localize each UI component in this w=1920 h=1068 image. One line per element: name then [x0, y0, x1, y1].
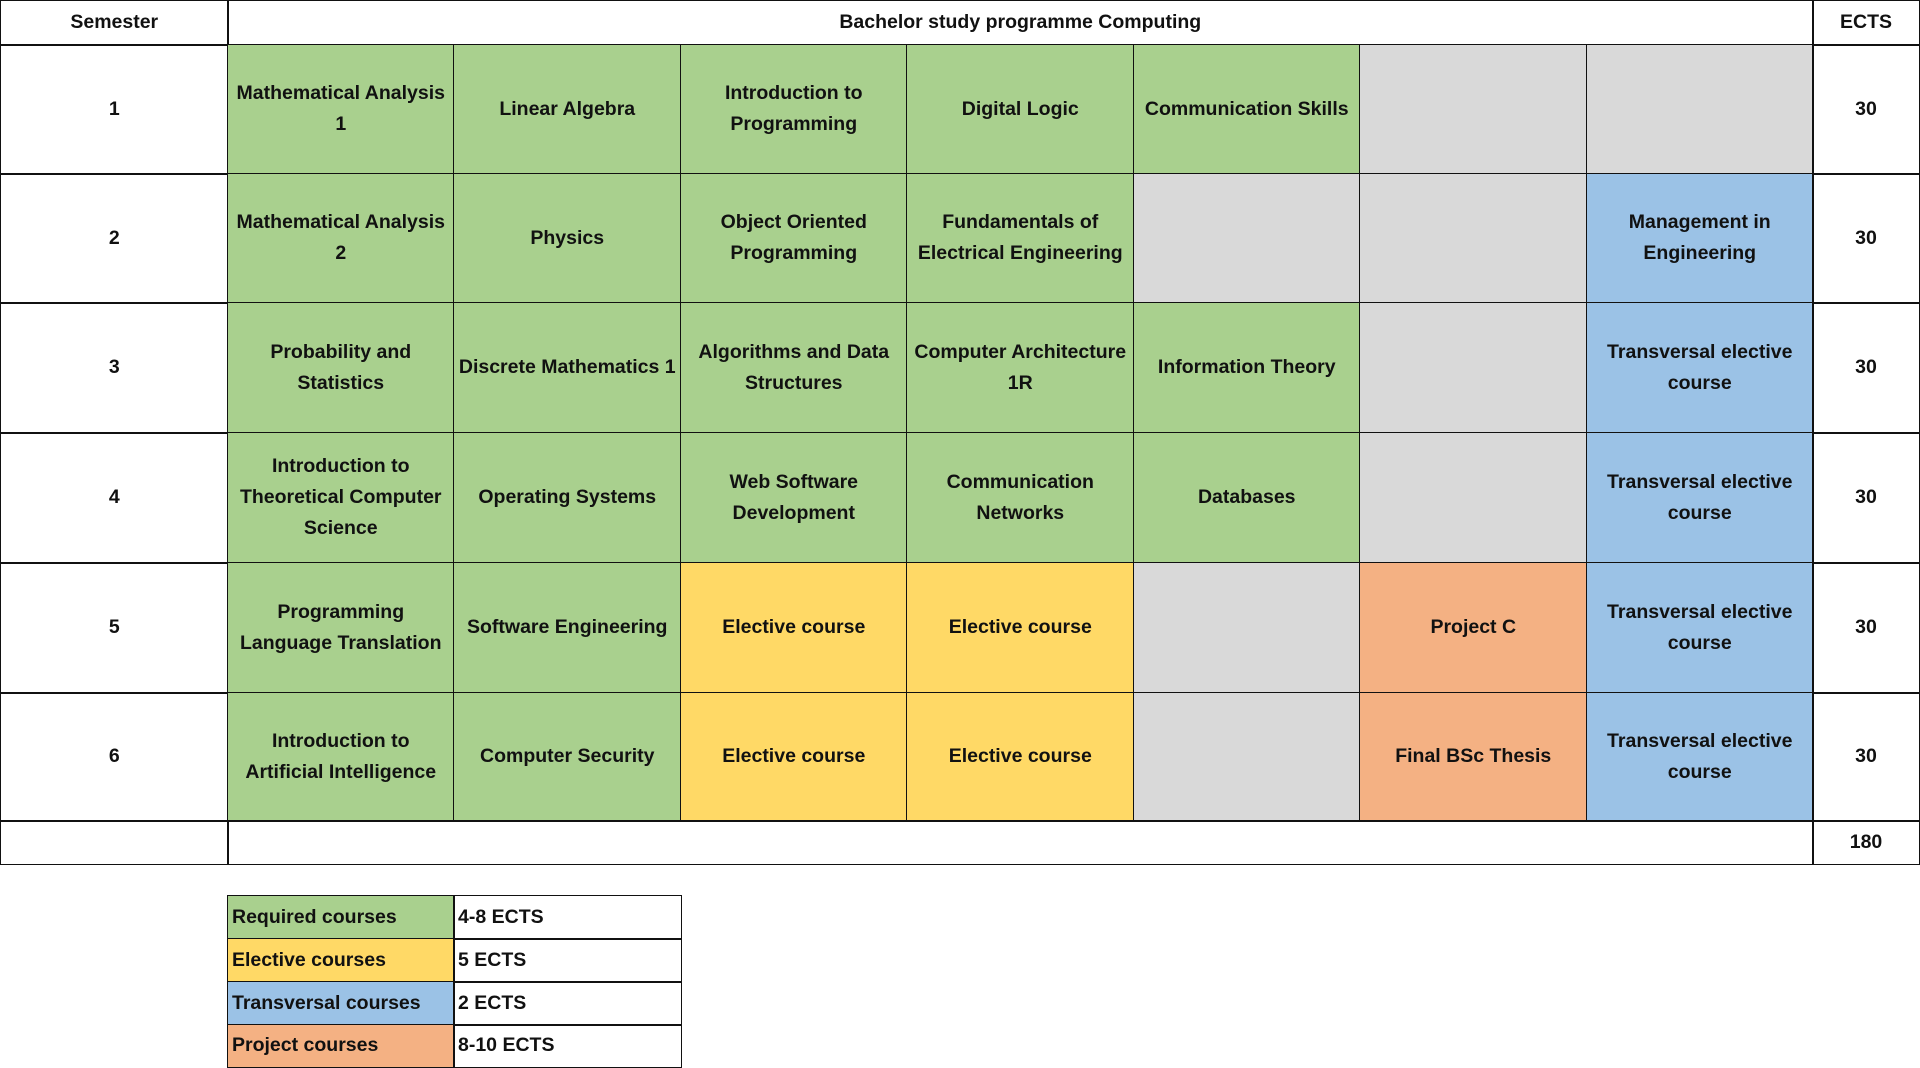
course-cell: Linear Algebra	[453, 44, 682, 175]
empty-cell	[1133, 562, 1361, 694]
legend-label: Project courses	[227, 1024, 455, 1068]
course-cell: Web Software Development	[680, 432, 908, 564]
semester-number: 3	[0, 302, 229, 434]
course-cell: Computer Architecture 1R	[906, 302, 1135, 434]
course-cell: Elective course	[680, 562, 908, 694]
semester-ects: 30	[1812, 302, 1920, 434]
semester-number: 6	[0, 692, 229, 822]
course-cell: Transversal elective course	[1586, 692, 1814, 822]
course-cell: Computer Security	[453, 692, 682, 822]
legend-label: Transversal courses	[227, 981, 455, 1026]
semester-number: 2	[0, 173, 229, 304]
course-cell: Operating Systems	[453, 432, 682, 564]
legend-value: 2 ECTS	[453, 981, 682, 1026]
course-cell: Introduction to Artificial Intelligence	[227, 692, 455, 822]
legend-label: Elective courses	[227, 938, 455, 983]
total-ects: 180	[1812, 820, 1920, 865]
course-cell: Communication Networks	[906, 432, 1135, 564]
course-cell: Transversal elective course	[1586, 302, 1814, 434]
total-spacer	[227, 820, 1814, 865]
course-cell: Probability and Statistics	[227, 302, 455, 434]
legend-label: Required courses	[227, 895, 455, 940]
semester-ects: 30	[1812, 173, 1920, 304]
course-cell: Transversal elective course	[1586, 562, 1814, 694]
semester-ects: 30	[1812, 432, 1920, 564]
empty-cell	[1359, 44, 1588, 175]
empty-cell	[1133, 173, 1361, 304]
empty-cell	[1133, 692, 1361, 822]
empty-cell	[1359, 302, 1588, 434]
empty-cell	[1359, 173, 1588, 304]
empty-cell	[1359, 432, 1588, 564]
course-cell: Management in Engineering	[1586, 173, 1814, 304]
legend-value: 4-8 ECTS	[453, 895, 682, 940]
semester-number: 4	[0, 432, 229, 564]
course-cell: Project C	[1359, 562, 1588, 694]
course-cell: Discrete Mathematics 1	[453, 302, 682, 434]
course-cell: Programming Language Translation	[227, 562, 455, 694]
course-cell: Elective course	[680, 692, 908, 822]
course-cell: Physics	[453, 173, 682, 304]
course-cell: Final BSc Thesis	[1359, 692, 1588, 822]
course-cell: Algorithms and Data Structures	[680, 302, 908, 434]
semester-number: 5	[0, 562, 229, 694]
empty-cell	[1586, 44, 1814, 175]
course-cell: Communication Skills	[1133, 44, 1361, 175]
semester-number: 1	[0, 44, 229, 175]
legend-value: 8-10 ECTS	[453, 1024, 682, 1068]
course-cell: Mathematical Analysis 2	[227, 173, 455, 304]
course-cell: Databases	[1133, 432, 1361, 564]
semester-ects: 30	[1812, 44, 1920, 175]
course-cell: Digital Logic	[906, 44, 1135, 175]
course-cell: Introduction to Programming	[680, 44, 908, 175]
course-cell: Elective course	[906, 692, 1135, 822]
semester-ects: 30	[1812, 562, 1920, 694]
course-cell: Object Oriented Programming	[680, 173, 908, 304]
course-cell: Elective course	[906, 562, 1135, 694]
course-cell: Introduction to Theoretical Computer Sci…	[227, 432, 455, 564]
course-cell: Information Theory	[1133, 302, 1361, 434]
course-cell: Mathematical Analysis 1	[227, 44, 455, 175]
course-cell: Fundamentals of Electrical Engineering	[906, 173, 1135, 304]
course-cell: Software Engineering	[453, 562, 682, 694]
total-label	[0, 820, 229, 865]
legend-value: 5 ECTS	[453, 938, 682, 983]
header-ects: ECTS	[1812, 0, 1920, 46]
course-cell: Transversal elective course	[1586, 432, 1814, 564]
semester-ects: 30	[1812, 692, 1920, 822]
header-title: Bachelor study programme Computing	[227, 0, 1814, 46]
header-semester: Semester	[0, 0, 229, 46]
